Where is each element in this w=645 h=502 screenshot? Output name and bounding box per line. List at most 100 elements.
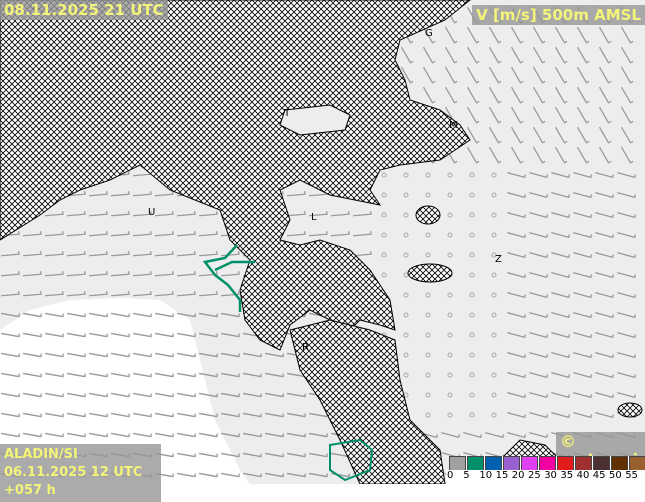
wind-barb [422, 86, 436, 104]
wind-barb [221, 392, 241, 398]
wind-barb [1, 432, 21, 438]
wind-barb [177, 312, 197, 318]
city-label: Z [495, 254, 502, 265]
model-info: ALADIN/SI 06.11.2025 12 UTC +057 h [0, 444, 161, 502]
wind-barb [1, 392, 21, 398]
wind-barb [617, 352, 637, 359]
wind-barb [598, 86, 612, 104]
wind-barb [176, 291, 196, 297]
wind-barb [133, 352, 153, 358]
wind-barb [243, 472, 263, 478]
wind-barb [265, 432, 285, 438]
wind-barb [286, 211, 306, 217]
wind-barb [510, 26, 524, 44]
wind-barb [576, 126, 590, 144]
legend-tick: 45 [592, 470, 606, 481]
wind-barb [132, 191, 152, 197]
wind-barb [154, 271, 174, 277]
wind-barb [444, 26, 458, 44]
legend-tick: 40 [576, 470, 590, 481]
wind-barb [287, 472, 307, 478]
wind-barb [176, 271, 196, 277]
wind-barb [177, 352, 197, 358]
legend-swatch [485, 456, 502, 471]
legend-swatch [611, 456, 628, 471]
wind-barb [111, 432, 131, 438]
wind-barb [617, 232, 637, 239]
wind-barb [44, 251, 64, 257]
legend-tick: 50 [609, 470, 622, 481]
wind-barb [573, 212, 593, 219]
wind-barb [441, 432, 461, 439]
wind-barb [488, 146, 502, 164]
wind-barb [286, 191, 306, 197]
model-run: 06.11.2025 12 UTC +057 h [4, 465, 143, 498]
wind-barb [532, 126, 546, 144]
wind-barb [551, 372, 571, 379]
wind-barb [551, 412, 571, 419]
wind-barb [551, 192, 571, 199]
sea [0, 298, 250, 484]
wind-barb [265, 372, 285, 378]
wind-barb [488, 106, 502, 124]
wind-barb [111, 372, 131, 378]
wind-barb [595, 372, 615, 379]
wind-barb [573, 332, 593, 339]
wind-barb [551, 352, 571, 359]
wind-barb [510, 106, 524, 124]
wind-barb [595, 292, 615, 299]
wind-barb [507, 232, 527, 239]
wind-barb [529, 212, 549, 219]
wind-barb [529, 372, 549, 379]
wind-barb [89, 312, 109, 318]
wind-barb [177, 332, 197, 338]
valley [279, 104, 351, 136]
wind-barb [620, 26, 634, 44]
wind-barb [595, 212, 615, 219]
wind-barb [89, 352, 109, 358]
wind-barb [598, 146, 612, 164]
wind-barb [22, 231, 42, 237]
wind-barb [529, 312, 549, 319]
wind-barb [155, 412, 175, 418]
wind-barb [177, 432, 197, 438]
wind-barb [529, 352, 549, 359]
legend-ticks: 0 5 10 15 20 25 30 35 40 45 50 55 [446, 470, 645, 484]
wind-barb [22, 251, 42, 257]
isotach-5 [202, 244, 255, 312]
valid-time: 08.11.2025 21 UTC [0, 0, 168, 20]
wind-barb [67, 412, 87, 418]
wind-barb [529, 192, 549, 199]
wind-barb [422, 46, 436, 64]
wind-barb [554, 26, 568, 44]
wind-barb [595, 312, 615, 319]
wind-barb [507, 432, 527, 439]
wind-barb [422, 66, 436, 84]
wind-barb [510, 146, 524, 164]
wind-barb [573, 352, 593, 359]
wind-barb [1, 352, 21, 358]
wind-barb [287, 432, 307, 438]
wind-barb [529, 392, 549, 399]
wind-barb [154, 251, 174, 257]
city-label: T [284, 108, 291, 119]
wind-barb [154, 231, 174, 237]
wind-barb [529, 172, 549, 179]
wind-barb [510, 126, 524, 144]
wind-barb [111, 312, 131, 318]
wind-barb [595, 352, 615, 359]
city-label: U [148, 207, 156, 218]
wind-barb [400, 46, 414, 64]
city-label: R [302, 342, 309, 353]
wind-barb [221, 332, 241, 338]
wind-barb [532, 66, 546, 84]
legend-tick: 20 [511, 470, 525, 481]
wind-barb [352, 211, 372, 217]
wind-barb [287, 392, 307, 398]
wind-barb [529, 432, 549, 439]
wind-barb [529, 292, 549, 299]
legend-tick: 15 [495, 470, 509, 481]
wind-barb [45, 412, 65, 418]
wind-barb [576, 26, 590, 44]
wind-barb [132, 231, 152, 237]
